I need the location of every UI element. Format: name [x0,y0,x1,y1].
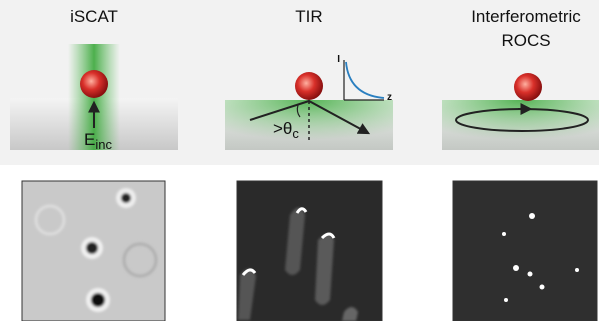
figure: iSCAT Einc TIR >θc I z Interferometric R… [0,0,599,321]
inset-x-label: z [387,92,392,103]
panel-title: iSCAT [70,7,118,26]
panel-title: ROCS [501,31,550,50]
particle [80,70,108,98]
rocs-image [453,181,597,321]
angle: >θ [273,119,292,138]
panel-title: Interferometric [471,7,581,26]
angle-subscript: c [292,126,299,141]
inset-y-label: I [337,54,340,65]
particle [295,72,323,100]
field-subscript: inc [95,137,112,152]
image-frame [237,181,382,321]
iscat-image [22,181,165,321]
panel-title: TIR [295,7,322,26]
tir-image [237,181,382,321]
field: E [84,130,95,149]
particle [514,73,542,101]
image-frame [453,181,597,321]
